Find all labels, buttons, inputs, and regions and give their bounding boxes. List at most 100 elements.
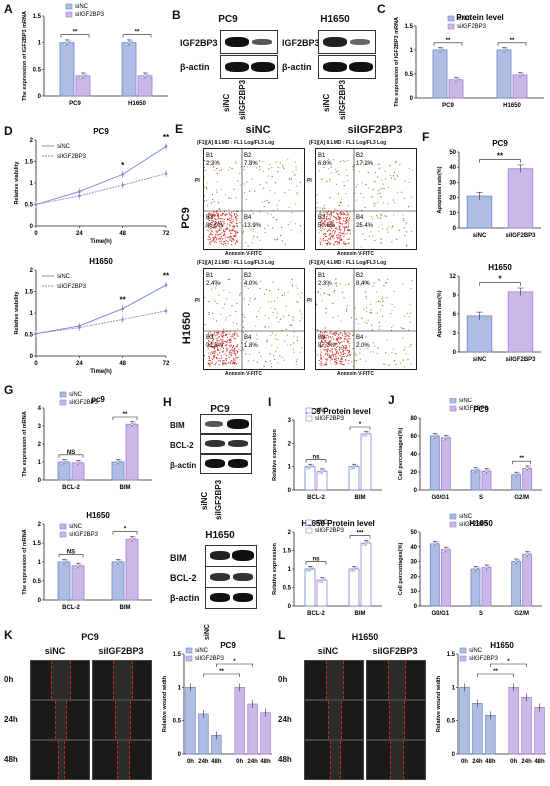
event-dot xyxy=(377,347,379,349)
event-dot xyxy=(326,239,329,241)
event-dot xyxy=(391,241,393,243)
event-dot xyxy=(341,358,343,360)
event-dot xyxy=(233,213,236,215)
event-dot xyxy=(384,178,387,180)
event-dot xyxy=(230,218,233,220)
panel-label-a: A xyxy=(4,2,13,16)
y-tick-label: 2 xyxy=(38,522,42,528)
y-tick-label: 1 xyxy=(38,460,42,466)
sig-label: ** xyxy=(73,30,78,36)
event-dot xyxy=(332,302,334,305)
event-dot xyxy=(211,361,213,363)
event-dot xyxy=(322,336,324,338)
data-point xyxy=(311,566,314,569)
event-dot xyxy=(320,219,322,221)
quadrant-label: B1 xyxy=(318,273,326,279)
y-tick-label: 0 xyxy=(414,604,418,610)
event-dot xyxy=(367,163,369,165)
event-dot xyxy=(293,351,295,353)
event-dot xyxy=(326,181,328,183)
event-dot xyxy=(348,283,350,285)
y-tick-label: 0 xyxy=(452,752,456,758)
event-dot xyxy=(225,240,227,242)
event-dot xyxy=(206,161,208,163)
panel-label-f: F xyxy=(422,130,430,144)
legend-swatch xyxy=(305,527,313,534)
event-dot xyxy=(408,206,410,208)
data-point xyxy=(60,462,63,465)
event-dot xyxy=(374,345,376,347)
flow-plot: B1 2.3% B2 8.4% B3 87.2% B4 2.0% xyxy=(315,268,417,370)
data-point xyxy=(84,72,87,76)
event-dot xyxy=(408,167,411,170)
event-dot xyxy=(226,350,228,352)
event-dot xyxy=(229,239,231,241)
event-dot xyxy=(325,344,328,346)
event-dot xyxy=(224,243,226,245)
event-dot xyxy=(287,291,289,293)
event-dot xyxy=(209,223,211,225)
event-dot xyxy=(377,193,379,195)
event-dot xyxy=(360,284,362,286)
event-dot xyxy=(295,360,298,362)
event-dot xyxy=(324,223,327,225)
event-dot xyxy=(378,325,381,327)
event-dot xyxy=(216,338,218,340)
event-dot xyxy=(221,346,223,348)
event-dot xyxy=(373,202,375,204)
event-dot xyxy=(215,211,217,214)
event-dot xyxy=(209,360,211,362)
event-dot xyxy=(337,242,339,244)
event-dot xyxy=(345,226,347,228)
event-dot xyxy=(261,201,264,203)
event-dot xyxy=(354,307,356,309)
data-point xyxy=(518,73,522,77)
event-dot xyxy=(210,202,213,204)
event-dot xyxy=(208,364,210,366)
event-dot xyxy=(222,220,224,223)
event-dot xyxy=(211,333,213,336)
quadrant-label: B2 xyxy=(244,273,252,279)
event-dot xyxy=(339,342,341,345)
event-dot xyxy=(343,241,345,243)
event-dot xyxy=(324,292,326,294)
event-dot xyxy=(222,350,224,352)
event-dot xyxy=(218,364,220,366)
data-point xyxy=(446,434,450,438)
event-dot xyxy=(340,212,342,215)
y-tick-label: 1 xyxy=(38,41,42,47)
event-dot xyxy=(222,347,225,349)
event-dot xyxy=(403,315,405,317)
event-dot xyxy=(208,300,210,303)
data-point xyxy=(471,569,475,572)
y-tick-label: 0.5 xyxy=(447,719,456,725)
x-tick-label: 0h xyxy=(236,759,243,765)
event-dot xyxy=(213,333,215,335)
event-dot xyxy=(223,218,225,221)
event-dot xyxy=(337,345,339,347)
event-dot xyxy=(324,240,326,242)
event-dot xyxy=(333,224,335,227)
y-tick-label: 1 xyxy=(288,567,292,573)
event-dot xyxy=(406,222,408,224)
event-dot xyxy=(348,217,351,220)
data-point xyxy=(65,559,68,562)
y-tick-label: 0 xyxy=(38,598,42,604)
event-dot xyxy=(222,332,224,334)
event-dot xyxy=(338,243,340,245)
legend-swatch xyxy=(59,531,67,538)
sig-label: ** xyxy=(493,669,498,675)
event-dot xyxy=(245,242,247,244)
event-dot xyxy=(329,336,332,338)
legend-label: siNC xyxy=(459,514,473,520)
event-dot xyxy=(217,332,219,334)
event-dot xyxy=(328,356,330,358)
event-dot xyxy=(344,233,346,235)
event-dot xyxy=(349,353,351,355)
event-dot xyxy=(243,169,245,171)
event-dot xyxy=(347,212,349,214)
event-dot xyxy=(337,237,339,239)
event-dot xyxy=(217,340,219,342)
event-dot xyxy=(342,160,344,162)
event-dot xyxy=(371,235,373,237)
